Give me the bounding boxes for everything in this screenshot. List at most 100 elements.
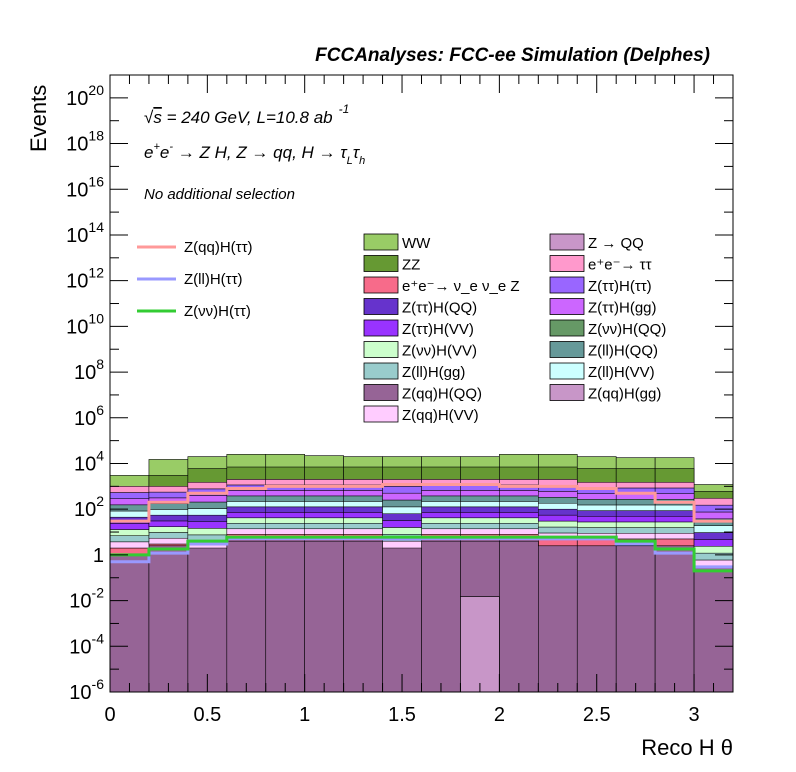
stack-band-bar (615, 521, 656, 528)
stack-band-bar (693, 498, 734, 506)
legend-swatch (549, 341, 585, 358)
stack-band-bar (187, 495, 228, 503)
stack-band-bar (421, 495, 461, 502)
stack-band-bar (421, 523, 461, 530)
legend-label: Z(ττ)H(ττ) (588, 278, 652, 295)
stack-bar (343, 540, 383, 693)
energy-lumi-rest: = 240 GeV, L=10.8 ab (162, 108, 333, 127)
stack-band-bar (421, 490, 461, 497)
stack-band-bar (109, 504, 150, 512)
y-tick-label: 1014 (66, 219, 104, 247)
stack-band-bar (499, 479, 539, 486)
stack-band-bar (382, 540, 422, 549)
stack-band-bar (343, 517, 383, 524)
stack-band-bar (148, 520, 189, 527)
legend-line-label: Z(qq)H(ττ) (184, 239, 253, 256)
stack-band-bar (654, 493, 695, 500)
legend-swatch (363, 233, 399, 251)
energy-lumi-text: √s = 240 GeV, L=10.8 ab -1 (144, 102, 349, 127)
stack-band-bar (460, 490, 500, 497)
stack-band-bar (109, 523, 150, 530)
stack-band-bar (109, 486, 150, 493)
legend-entry: Z(ττ)H(ττ) (549, 276, 652, 295)
stack-band-bar (304, 479, 344, 486)
stack-band-bar (460, 506, 500, 513)
x-axis-title: Reco H θ (641, 735, 733, 760)
x-tick-label: 0.5 (193, 704, 221, 726)
stack-band-bar (577, 521, 617, 528)
legend-swatch (363, 384, 399, 401)
legend-entry: Z(νν)H(VV) (363, 341, 477, 360)
x-tick-label: 1 (299, 704, 310, 726)
stack-band-bar (693, 532, 734, 540)
stack-band-bar (265, 523, 305, 530)
y-tick-label: 1016 (66, 173, 104, 201)
stack-band-bar (343, 495, 383, 502)
legend-label: WW (402, 235, 431, 252)
stack-bar (576, 545, 617, 693)
stack-band-bar (226, 528, 266, 535)
stack-band-bar (304, 490, 344, 497)
stack-band-bar (577, 504, 617, 511)
stack-band-bar (109, 529, 150, 536)
stack-band-bar (226, 517, 266, 524)
stack-band-bar (654, 482, 695, 489)
stack-band-bar (538, 508, 578, 516)
x-tick-label: 1.5 (388, 704, 416, 726)
stack-bar (265, 540, 305, 693)
legend-swatch (363, 255, 399, 272)
stack-band-bar (187, 501, 228, 509)
stack-band-bar (421, 506, 461, 513)
stack-band-bar (460, 501, 500, 508)
legend-swatch (549, 255, 585, 272)
stack-band-bar (499, 512, 539, 519)
y-tick-label: 10-6 (69, 676, 104, 704)
stack-band-bar (615, 510, 656, 517)
y-tick-label: 1 (93, 545, 104, 567)
y-tick-label: 104 (74, 447, 104, 475)
stack-band-bar (538, 526, 578, 534)
y-axis-title: Events (26, 85, 51, 152)
stack-band-bar (499, 506, 539, 513)
legend-swatch (549, 233, 585, 251)
stack-band-bar (538, 497, 578, 504)
stack-band-bar (615, 527, 656, 534)
legend-label: Z(ll)H(gg) (402, 364, 465, 381)
legend-swatch (363, 319, 399, 337)
y-tick-label: 10-2 (69, 585, 104, 613)
stack-bar (538, 545, 578, 693)
legend-entry: Z(qq)H(QQ) (363, 384, 482, 403)
stack-band-bar (460, 517, 500, 524)
y-tick-label: 10-4 (69, 630, 104, 658)
stack-band-bar (109, 492, 150, 499)
stack-band-bar (265, 490, 305, 497)
stack-band-bar (304, 495, 344, 502)
stack-band-bar (343, 528, 383, 535)
stack-band-bar (693, 504, 734, 513)
stack-band-bar (577, 499, 617, 506)
stack-band-bar (382, 506, 422, 514)
stack-band-bar (304, 528, 344, 535)
x-tick-label: 2 (494, 704, 505, 726)
stack-band-bar (460, 523, 500, 530)
stack-band-bar (654, 533, 695, 540)
legend-entry: Z(ττ)H(QQ) (363, 298, 477, 317)
legend-swatch (363, 298, 399, 315)
legend-label: e⁺e⁻→ ττ (588, 257, 652, 274)
legend-label: Z(νν)H(QQ) (588, 321, 666, 338)
stack-bands (109, 479, 734, 568)
stack-band-bar (343, 490, 383, 497)
y-tick-label: 102 (74, 493, 104, 521)
stack-band-bar (343, 523, 383, 530)
stack-bar (421, 540, 461, 693)
stack-band-bar (615, 533, 656, 540)
stack-band-bar (226, 479, 266, 486)
stack-band-bar (615, 516, 656, 523)
stack-band-bar (148, 514, 189, 522)
stack-band-bar (538, 514, 578, 522)
stack-band-bar (538, 479, 578, 486)
stack-band-bar (460, 495, 500, 502)
y-tick-label: 108 (74, 356, 104, 384)
legend-swatch (363, 405, 399, 423)
stack-band-bar (382, 520, 422, 528)
